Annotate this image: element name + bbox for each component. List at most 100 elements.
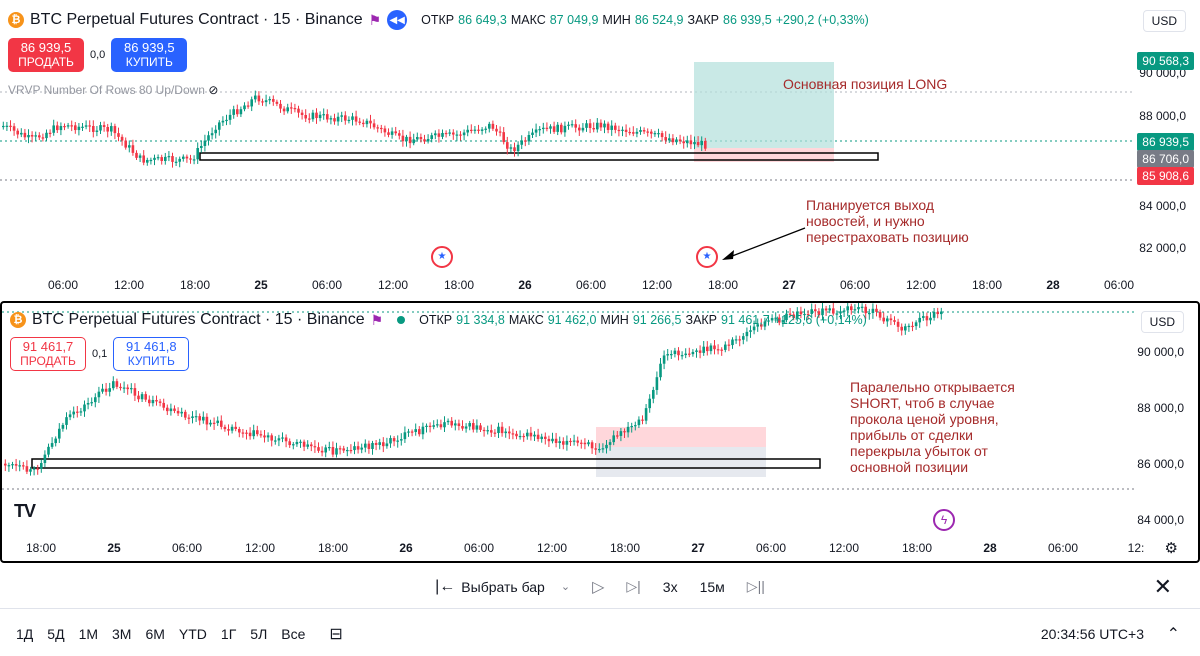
time-tick: 12:	[1127, 541, 1145, 555]
sell-button[interactable]: 86 939,5 ПРОДАТЬ	[8, 38, 84, 72]
indicator-label[interactable]: VRVP Number Of Rows 80 Up/Down ⊘	[8, 83, 219, 97]
us-flag-event-icon[interactable]: ★	[696, 246, 718, 268]
candle-body	[511, 433, 515, 435]
speed-button[interactable]: 3x	[662, 578, 678, 595]
select-bar-button[interactable]: |← Выбрать бар ⌄	[435, 577, 571, 595]
annotation-arrow[interactable]	[726, 227, 806, 259]
candles-bottom	[4, 303, 943, 476]
candle-body	[63, 126, 66, 128]
step-forward-icon[interactable]: ▷|	[626, 578, 641, 594]
time-tick: 12:00	[244, 541, 276, 555]
candle-body	[274, 440, 277, 442]
candle-body	[2, 125, 5, 128]
candle-body	[300, 112, 304, 116]
candle-body	[587, 442, 590, 445]
currency-select[interactable]: USD	[1140, 311, 1184, 333]
candle-body	[347, 119, 351, 122]
clock[interactable]: 20:34:56 UTC+3	[1040, 626, 1144, 642]
buy-button[interactable]: 86 939,5 КУПИТЬ	[111, 38, 188, 72]
candle-body	[326, 114, 329, 120]
replay-icon[interactable]: ◀◀	[387, 10, 408, 30]
support-level-box[interactable]	[199, 152, 879, 161]
candle-body	[552, 126, 556, 132]
candle-body	[232, 109, 235, 115]
candle-body	[623, 431, 626, 433]
candle-body	[288, 441, 291, 446]
candle-body	[596, 122, 599, 130]
symbol-header: ₿ BTC Perpetual Futures Contract · 15 · …	[10, 311, 867, 329]
candle-body	[104, 388, 108, 392]
expand-icon[interactable]: ⌃	[1166, 626, 1180, 643]
candle-chart-bottom[interactable]	[2, 303, 1198, 561]
select-bar-icon: |←	[435, 577, 456, 595]
candle-body	[315, 112, 318, 119]
timeframe-button[interactable]: 5Л	[250, 626, 268, 642]
candle-body	[585, 123, 588, 128]
timeframe-button[interactable]: 1М	[78, 626, 99, 642]
candle-body	[248, 432, 252, 437]
candle-body	[688, 353, 691, 355]
bitcoin-icon: ₿	[10, 312, 26, 328]
candle-chart-top[interactable]	[0, 0, 1200, 300]
ohlc-values: ОТКР 86 649,3 МАКС 87 049,9 МИН 86 524,9 ЗА…	[421, 13, 869, 27]
long-stop-zone[interactable]	[694, 148, 834, 162]
timeframe-button[interactable]: 3М	[112, 626, 132, 642]
candle-body	[268, 99, 271, 101]
timeframe-button[interactable]: 1Д	[16, 626, 34, 642]
candle-body	[886, 318, 889, 322]
tradingview-logo[interactable]: TV	[14, 501, 36, 521]
candle-body	[351, 116, 354, 120]
candle-body	[560, 124, 563, 133]
currency-select[interactable]: USD	[1142, 10, 1186, 32]
timeframe-button[interactable]: 5Д	[47, 626, 65, 642]
candle-body	[207, 135, 210, 141]
candle-body	[266, 435, 270, 438]
candle-body	[210, 133, 214, 136]
settings-gear-icon[interactable]: ⚙	[1164, 540, 1178, 557]
candle-body	[346, 449, 349, 452]
flag-icon[interactable]: ⚑	[368, 11, 382, 28]
timeframe-button[interactable]: YTD	[178, 626, 207, 642]
time-tick: 06:00	[1047, 541, 1079, 555]
candle-body	[605, 444, 608, 449]
time-tick: 06:00	[463, 541, 495, 555]
flag-icon[interactable]: ⚑	[370, 311, 384, 328]
chart-pane-top[interactable]: ₿ BTC Perpetual Futures Contract · 15 · …	[0, 0, 1200, 300]
candle-body	[491, 123, 495, 129]
jump-to-realtime-icon[interactable]: ▷||	[746, 578, 765, 594]
candle-body	[308, 118, 311, 120]
candle-body	[437, 133, 441, 137]
candle-body	[686, 140, 689, 144]
short-stop-zone[interactable]	[596, 427, 766, 447]
hidden-eye-icon[interactable]: ⊘	[208, 83, 219, 97]
symbol-title[interactable]: BTC Perpetual Futures Contract · 15 · Bi…	[32, 311, 365, 328]
support-level-box[interactable]	[31, 458, 821, 469]
candle-body	[74, 125, 77, 131]
lightning-event-icon[interactable]: ϟ	[933, 509, 955, 531]
interval-button[interactable]: 15м	[699, 578, 725, 595]
timeframe-button[interactable]: Все	[281, 626, 306, 642]
us-flag-event-icon[interactable]: ★	[431, 246, 453, 268]
play-icon[interactable]: ▷	[592, 578, 605, 596]
candle-body	[599, 122, 603, 128]
timeframe-button[interactable]: 1Г	[220, 626, 237, 642]
timeframe-button[interactable]: 6М	[145, 626, 165, 642]
long-target-zone[interactable]	[694, 62, 834, 148]
candle-body	[138, 155, 142, 158]
candle-body	[369, 120, 372, 124]
chart-pane-bottom[interactable]: ₿ BTC Perpetual Futures Contract · 15 · …	[0, 301, 1200, 563]
candle-body	[241, 432, 245, 434]
candle-body	[567, 124, 570, 126]
close-icon[interactable]: ✕	[1153, 573, 1172, 599]
candle-body	[695, 350, 698, 352]
time-tick: 18:00	[179, 278, 211, 292]
short-target-zone[interactable]	[596, 447, 766, 477]
sell-button[interactable]: 91 461,7 ПРОДАТЬ	[10, 337, 86, 371]
symbol-title[interactable]: BTC Perpetual Futures Contract · 15 · Bi…	[30, 11, 363, 28]
stop-price-tag: 85 908,6	[1137, 167, 1194, 185]
buy-button[interactable]: 91 461,8 КУПИТЬ	[113, 337, 190, 371]
time-tick: 25	[254, 278, 268, 292]
candle-body	[531, 132, 534, 135]
candle-body	[205, 416, 209, 425]
date-range-icon[interactable]: ⊟	[329, 626, 343, 643]
